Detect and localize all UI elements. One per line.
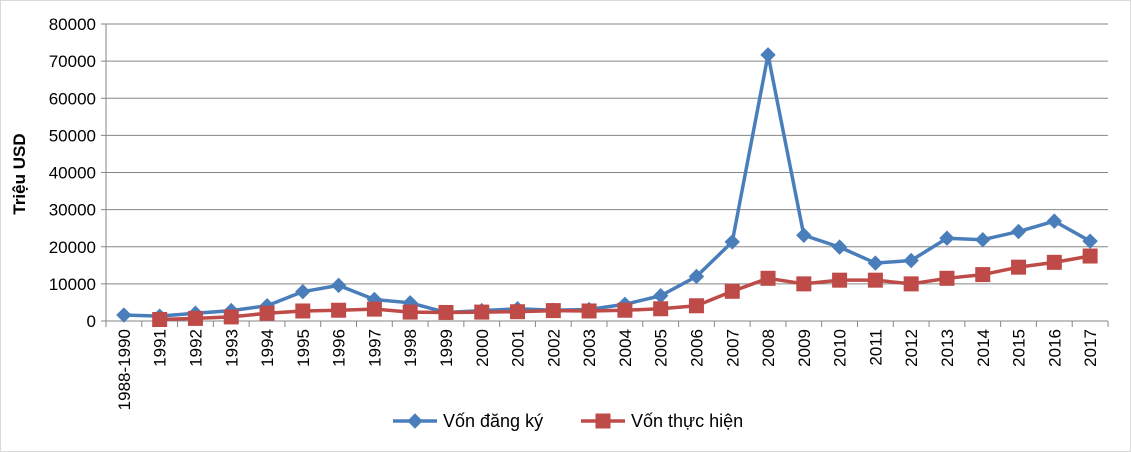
x-tick-label: 2015: [1010, 329, 1029, 367]
diamond-marker: [831, 239, 848, 255]
square-marker: [510, 304, 526, 320]
legend-item: Vốn thực hiện: [581, 411, 743, 431]
square-marker: [939, 270, 955, 286]
square-marker: [581, 303, 597, 319]
diamond-marker: [975, 231, 991, 248]
square-marker: [187, 310, 203, 326]
x-tick-label: 2004: [616, 329, 635, 367]
x-tick-label: 1999: [437, 329, 456, 367]
diamond-marker: [116, 307, 132, 323]
x-tick-label: 2013: [938, 329, 957, 367]
y-tick-label: 30000: [49, 201, 96, 220]
x-tick-label: 2002: [544, 329, 563, 367]
square-marker: [402, 304, 418, 320]
x-tick-label: 1988-1990: [115, 329, 134, 410]
x-tick-label: 2008: [759, 329, 778, 367]
x-tick-label: 1996: [330, 329, 349, 367]
square-marker: [796, 276, 812, 292]
diamond-marker: [760, 47, 776, 63]
series-line: [123, 53, 1091, 318]
x-tick-label: 2003: [580, 329, 599, 367]
x-tick-label: 2014: [974, 329, 993, 367]
diamond-marker: [724, 234, 740, 250]
x-tick-label: 1997: [365, 329, 384, 367]
square-marker: [545, 303, 561, 319]
x-tick-label: 2012: [902, 329, 921, 367]
square-marker: [295, 303, 311, 319]
square-marker: [688, 298, 704, 314]
square-marker: [1046, 254, 1062, 270]
legend-item: Vốn đăng ký: [393, 411, 543, 431]
diamond-marker: [903, 252, 919, 269]
x-tick-label: 2007: [723, 329, 742, 367]
diamond-marker: [1046, 213, 1063, 229]
y-tick-label: 60000: [49, 89, 96, 108]
diamond-marker: [867, 255, 884, 271]
y-tick-label: 70000: [49, 52, 96, 71]
diamond-marker: [295, 283, 311, 300]
x-tick-label: 1994: [258, 329, 277, 367]
square-marker: [832, 272, 848, 288]
diamond-marker: [688, 268, 705, 285]
square-marker: [259, 305, 275, 321]
x-tick-label: 2006: [687, 329, 706, 367]
x-tick-label: 2000: [473, 329, 492, 367]
x-tick-label: 2011: [866, 329, 885, 366]
diamond-marker: [1010, 223, 1027, 240]
diamond-marker: [330, 277, 347, 294]
square-marker: [595, 413, 611, 429]
square-marker: [760, 270, 776, 286]
square-marker: [223, 309, 239, 325]
legend-label: Vốn thực hiện: [631, 411, 743, 431]
axes: [101, 23, 1109, 327]
y-tick-labels: 0 10000 20000 30000 40000 50000 60000 70000 8000…: [49, 15, 96, 331]
x-tick-labels: 1988-1990 1991 1992 1993 1994 1995 1996 1997 199…: [115, 329, 1100, 410]
diamond-marker: [939, 230, 955, 246]
series-2: [152, 248, 1098, 328]
x-tick-label: 2010: [831, 329, 850, 367]
x-tick-label: 1998: [401, 329, 420, 367]
legend: Vốn đăng ký Vốn thực hiện: [393, 411, 743, 431]
series-lines: [116, 47, 1098, 328]
x-tick-label: 1995: [294, 329, 313, 367]
x-tick-label: 2005: [652, 329, 671, 367]
y-tick-label: 80000: [49, 15, 96, 34]
square-marker: [438, 304, 454, 320]
square-marker: [331, 302, 347, 318]
y-tick-label: 20000: [49, 238, 96, 257]
square-marker: [617, 302, 633, 318]
diamond-marker: [796, 227, 812, 243]
y-axis-title: Triệu USD: [10, 133, 29, 214]
square-marker: [152, 312, 168, 328]
square-marker: [1082, 248, 1098, 264]
gridlines: [106, 23, 1108, 285]
diamond-marker: [1082, 233, 1098, 249]
diamond-marker: [407, 413, 423, 429]
x-tick-label: 2017: [1081, 329, 1100, 367]
y-tick-label: 50000: [49, 126, 96, 145]
square-marker: [1011, 259, 1027, 275]
x-tick-label: 2001: [509, 329, 528, 367]
square-marker: [724, 283, 740, 299]
square-marker: [903, 276, 919, 292]
square-marker: [474, 304, 490, 320]
x-tick-label: 2009: [795, 329, 814, 367]
y-tick-label: 40000: [49, 164, 96, 183]
x-tick-label: 1991: [151, 329, 170, 367]
square-marker: [867, 272, 883, 288]
square-marker: [366, 301, 382, 317]
x-tick-label: 1992: [186, 329, 205, 367]
y-tick-label: 0: [87, 312, 96, 331]
square-marker: [653, 301, 669, 317]
legend-label: Vốn đăng ký: [443, 411, 543, 431]
x-tick-label: 2016: [1045, 329, 1064, 367]
diamond-marker: [652, 288, 669, 304]
x-tick-label: 1993: [222, 329, 241, 367]
square-marker: [975, 267, 991, 283]
y-tick-label: 10000: [49, 275, 96, 294]
